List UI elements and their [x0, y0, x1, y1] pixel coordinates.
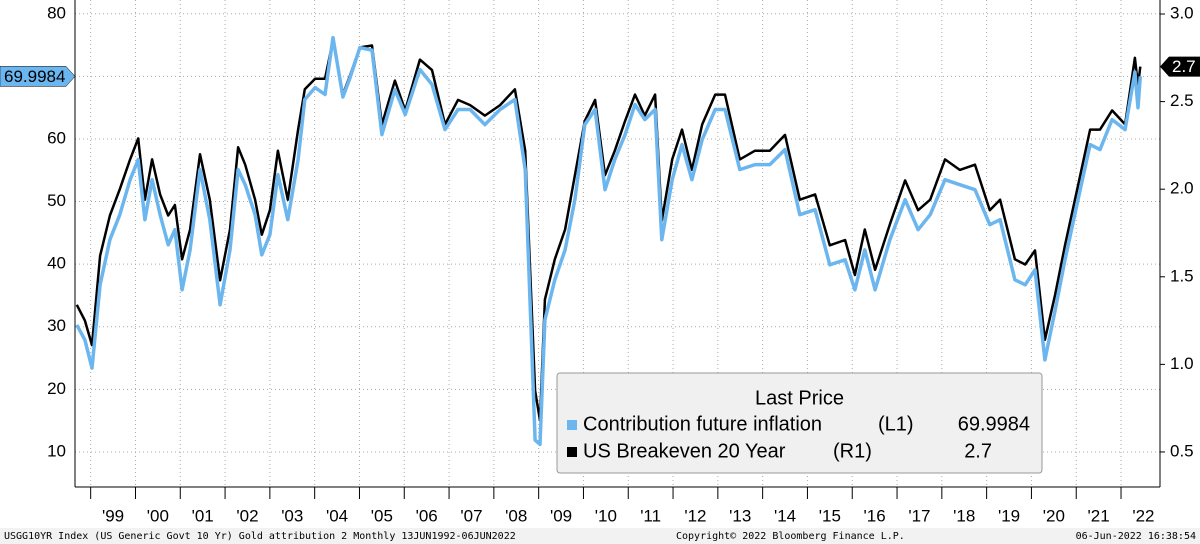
y-tick-label: 10	[47, 441, 66, 460]
x-tick-label: '14	[774, 506, 796, 525]
last-value-label: 69.9984	[4, 67, 65, 86]
timestamp: 06-Jun-2022 16:38:54	[1076, 531, 1196, 542]
source: USGG10YR Index (US Generic Govt 10 Yr) G…	[4, 531, 516, 542]
y2-tick-label: 1.5	[1170, 266, 1194, 285]
copyright: Copyright© 2022 Bloomberg Finance L.P.	[676, 531, 905, 542]
x-tick-label: '07	[460, 506, 482, 525]
x-tick-label: '15	[819, 506, 841, 525]
y2-tick-label: 2.5	[1170, 91, 1194, 110]
legend-axis: (L1)	[878, 413, 914, 435]
y-tick-label: 20	[47, 379, 66, 398]
x-tick-label: '04	[326, 506, 348, 525]
x-tick-label: '09	[550, 506, 572, 525]
x-tick-label: '08	[505, 506, 527, 525]
x-tick-label: '13	[729, 506, 751, 525]
last-value-badge	[0, 66, 76, 87]
x-tick-label: '99	[102, 506, 124, 525]
y2-tick-label: 1.0	[1170, 354, 1194, 373]
y2-tick-label: 0.5	[1170, 441, 1194, 460]
y-tick-label: 50	[47, 191, 66, 210]
legend-title: Last Price	[755, 387, 844, 409]
y-tick-label: 40	[47, 254, 66, 273]
x-tick-label: '17	[908, 506, 930, 525]
series-line	[75, 35, 1143, 447]
x-tick-label: '20	[1043, 506, 1065, 525]
legend-axis: (R1)	[833, 440, 872, 462]
x-tick-label: '18	[953, 506, 975, 525]
x-tick-label: '16	[864, 506, 886, 525]
x-tick-label: '05	[371, 506, 393, 525]
series-line	[75, 39, 1142, 422]
legend-value: 2.7	[964, 440, 992, 462]
x-tick-label: '11	[640, 506, 661, 525]
last-value-label: 2.7	[1172, 57, 1196, 76]
x-tick-label: '22	[1132, 506, 1154, 525]
last-value-badge	[1160, 56, 1200, 77]
legend-label: US Breakeven 20 Year	[583, 440, 786, 462]
x-tick-label: '12	[684, 506, 706, 525]
y-tick-label: 80	[47, 3, 66, 22]
y-tick-label: 30	[47, 316, 66, 335]
y2-tick-label: 2.0	[1170, 179, 1194, 198]
x-tick-label: '21	[1088, 506, 1110, 525]
x-tick-label: '00	[147, 506, 169, 525]
x-tick-label: '02	[236, 506, 258, 525]
x-tick-label: '10	[595, 506, 617, 525]
legend-value: 69.9984	[958, 413, 1030, 435]
x-tick-label: '19	[998, 506, 1020, 525]
legend-swatch	[567, 420, 577, 430]
legend-box	[556, 372, 1043, 474]
legend-label: Contribution future inflation	[583, 413, 822, 435]
legend-swatch	[567, 447, 577, 457]
footer-bar	[0, 528, 1200, 544]
x-tick-label: '01	[192, 506, 214, 525]
y-tick-label: 60	[47, 128, 66, 147]
x-tick-label: '06	[416, 506, 438, 525]
y2-tick-label: 3.0	[1170, 3, 1194, 22]
x-tick-label: '03	[281, 506, 303, 525]
